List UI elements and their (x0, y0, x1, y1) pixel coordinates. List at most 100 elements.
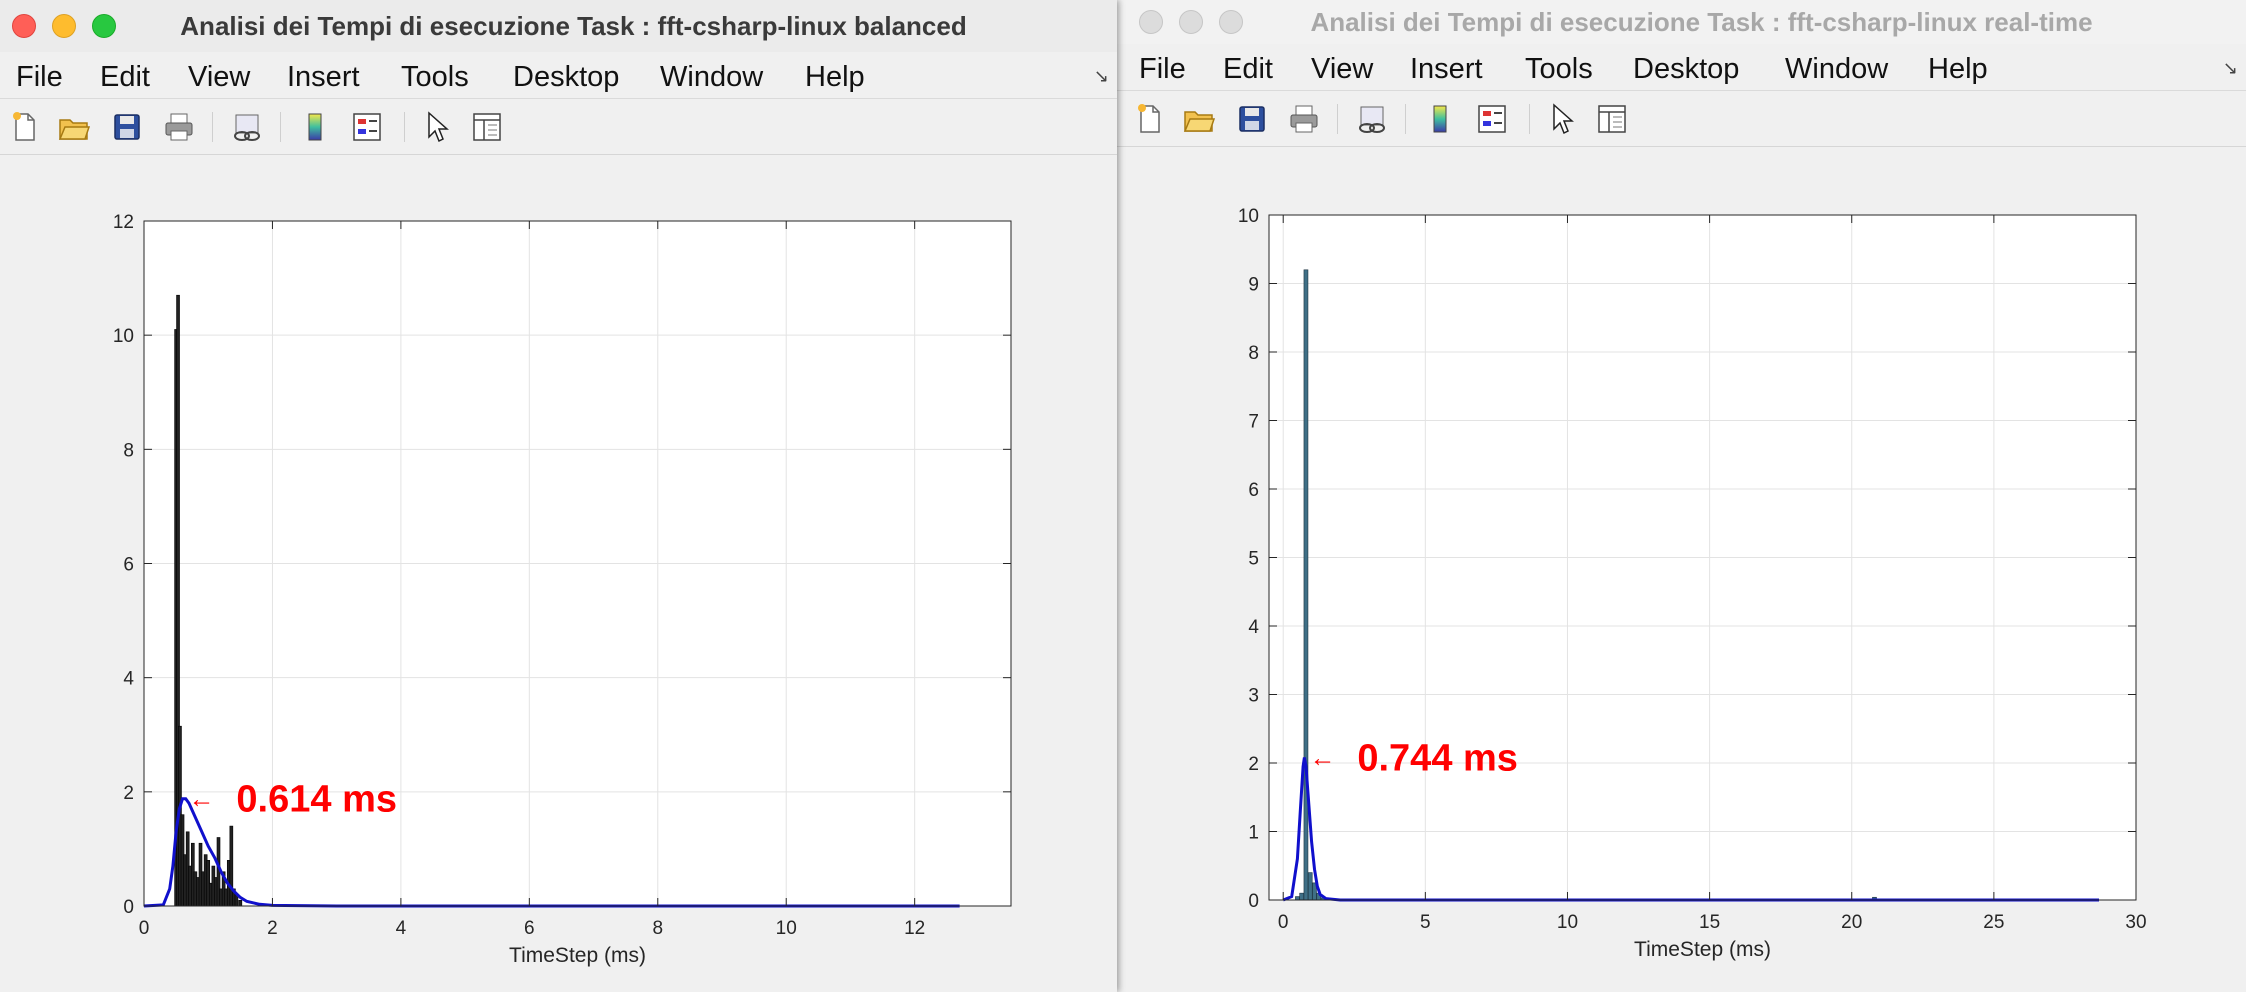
pointer-icon[interactable] (1545, 102, 1579, 136)
toolbar-separator (212, 112, 213, 142)
menu-edit[interactable]: Edit (1223, 53, 1273, 85)
menu-bar: File Edit View Insert Tools Desktop Wind… (1117, 44, 2246, 91)
property-inspector-icon[interactable] (1595, 102, 1629, 136)
y-tick-label: 2 (123, 783, 134, 804)
menu-file[interactable]: File (1139, 53, 1186, 85)
open-file-icon[interactable] (1182, 102, 1216, 136)
y-tick-label: 12 (113, 212, 134, 233)
histogram-bar (238, 899, 243, 907)
y-tick-label: 10 (1238, 206, 1259, 227)
title-bar[interactable]: Analisi dei Tempi di esecuzione Task : f… (1117, 0, 2246, 45)
menu-insert[interactable]: Insert (287, 61, 360, 93)
x-tick-label: 6 (524, 918, 535, 939)
y-tick-label: 6 (1248, 480, 1259, 501)
new-figure-icon[interactable] (1133, 102, 1167, 136)
x-tick-label: 30 (2125, 912, 2146, 933)
y-tick-label: 0 (1248, 891, 1259, 912)
y-tick-label: 4 (1248, 617, 1259, 638)
y-tick-label: 7 (1248, 412, 1259, 433)
y-tick-label: 8 (123, 440, 134, 461)
window-title: Analisi dei Tempi di esecuzione Task : f… (1310, 7, 2093, 37)
zoom-window-button[interactable] (92, 14, 116, 38)
y-tick-label: 5 (1248, 549, 1259, 570)
figure-toolbar (1117, 92, 2246, 147)
legend-icon[interactable] (350, 110, 384, 144)
y-tick-label: 3 (1248, 686, 1259, 707)
menu-insert[interactable]: Insert (1410, 53, 1483, 85)
menu-bar: File Edit View Insert Tools Desktop Wind… (0, 52, 1117, 99)
menu-file[interactable]: File (16, 61, 63, 93)
histogram-bar (1295, 896, 1300, 901)
legend-icon[interactable] (1475, 102, 1509, 136)
toolbar-separator (1529, 104, 1530, 134)
x-tick-label: 5 (1420, 912, 1431, 933)
pointer-icon[interactable] (420, 110, 454, 144)
plot-area: 0 2 4 6 8 10 12 0 2 4 6 8 10 12 TimeStep (ms) ← 0.614 ms (0, 155, 1117, 992)
menu-tools[interactable]: Tools (401, 61, 469, 93)
x-tick-label: 10 (1557, 912, 1578, 933)
y-tick-label: 10 (113, 326, 134, 347)
x-tick-label: 20 (1841, 912, 1862, 933)
close-window-button[interactable] (1139, 10, 1163, 34)
menu-desktop[interactable]: Desktop (513, 61, 620, 93)
x-axis-label: TimeStep (ms) (1634, 938, 1771, 961)
menu-view[interactable]: View (1311, 53, 1374, 85)
zoom-window-button[interactable] (1219, 10, 1243, 34)
title-bar[interactable]: Analisi dei Tempi di esecuzione Task : f… (0, 0, 1117, 53)
x-tick-label: 15 (1699, 912, 1720, 933)
toolbar-separator (404, 112, 405, 142)
toolbar-separator (1405, 104, 1406, 134)
print-icon[interactable] (1287, 102, 1321, 136)
histogram-chart-balanced[interactable]: 0 2 4 6 8 10 12 0 2 4 6 8 10 12 TimeStep (ms) ← 0.614 ms (0, 155, 1117, 992)
menu-window[interactable]: Window (660, 61, 764, 93)
peak-annotation-label: 0.744 ms (1357, 738, 1518, 780)
menu-window[interactable]: Window (1785, 53, 1889, 85)
histogram-bar (1303, 269, 1309, 901)
print-icon[interactable] (162, 110, 196, 144)
colorbar-icon[interactable] (1423, 102, 1457, 136)
peak-annotation-label: 0.614 ms (236, 779, 397, 821)
window-title: Analisi dei Tempi di esecuzione Task : f… (180, 11, 967, 41)
y-tick-label: 9 (1248, 275, 1259, 296)
histogram-bar (1307, 872, 1313, 901)
toolbar-separator (280, 112, 281, 142)
x-tick-label: 0 (1278, 912, 1289, 933)
x-axis-label: TimeStep (ms) (509, 944, 646, 967)
histogram-chart-real-time[interactable]: 0 5 10 15 20 25 30 0 1 2 3 4 5 6 7 8 9 10 TimeStep (ms) ← 0.… (1117, 147, 2246, 992)
figure-window-balanced[interactable]: Analisi dei Tempi di esecuzione Task : f… (0, 0, 1117, 992)
toolbar-separator (1337, 104, 1338, 134)
y-tick-label: 8 (1248, 343, 1259, 364)
new-figure-icon[interactable] (8, 110, 42, 144)
dock-figure-icon[interactable]: ↘ (2222, 58, 2238, 78)
colorbar-icon[interactable] (298, 110, 332, 144)
figure-toolbar (0, 100, 1117, 155)
save-icon[interactable] (110, 110, 144, 144)
figure-window-real-time[interactable]: Analisi dei Tempi di esecuzione Task : f… (1117, 0, 2246, 992)
property-inspector-icon[interactable] (470, 110, 504, 144)
link-plot-icon[interactable] (230, 110, 264, 144)
x-tick-label: 2 (267, 918, 278, 939)
link-plot-icon[interactable] (1355, 102, 1389, 136)
minimize-window-button[interactable] (52, 14, 76, 38)
menu-view[interactable]: View (188, 61, 251, 93)
x-tick-label: 10 (776, 918, 797, 939)
minimize-window-button[interactable] (1179, 10, 1203, 34)
menu-help[interactable]: Help (805, 61, 865, 93)
menu-desktop[interactable]: Desktop (1633, 53, 1740, 85)
menu-help[interactable]: Help (1928, 53, 1988, 85)
x-tick-label: 25 (1983, 912, 2004, 933)
x-tick-label: 12 (904, 918, 925, 939)
save-icon[interactable] (1235, 102, 1269, 136)
y-tick-label: 0 (123, 897, 134, 918)
dock-figure-icon[interactable]: ↘ (1093, 66, 1109, 86)
y-tick-label: 4 (123, 669, 134, 690)
menu-tools[interactable]: Tools (1525, 53, 1593, 85)
y-tick-label: 1 (1248, 823, 1259, 844)
plot-area: 0 5 10 15 20 25 30 0 1 2 3 4 5 6 7 8 9 10 TimeStep (ms) ← 0.… (1117, 147, 2246, 992)
close-window-button[interactable] (12, 14, 36, 38)
x-tick-label: 0 (139, 918, 150, 939)
y-tick-label: 6 (123, 555, 134, 576)
open-file-icon[interactable] (57, 110, 91, 144)
menu-edit[interactable]: Edit (100, 61, 150, 93)
y-tick-label: 2 (1248, 754, 1259, 775)
